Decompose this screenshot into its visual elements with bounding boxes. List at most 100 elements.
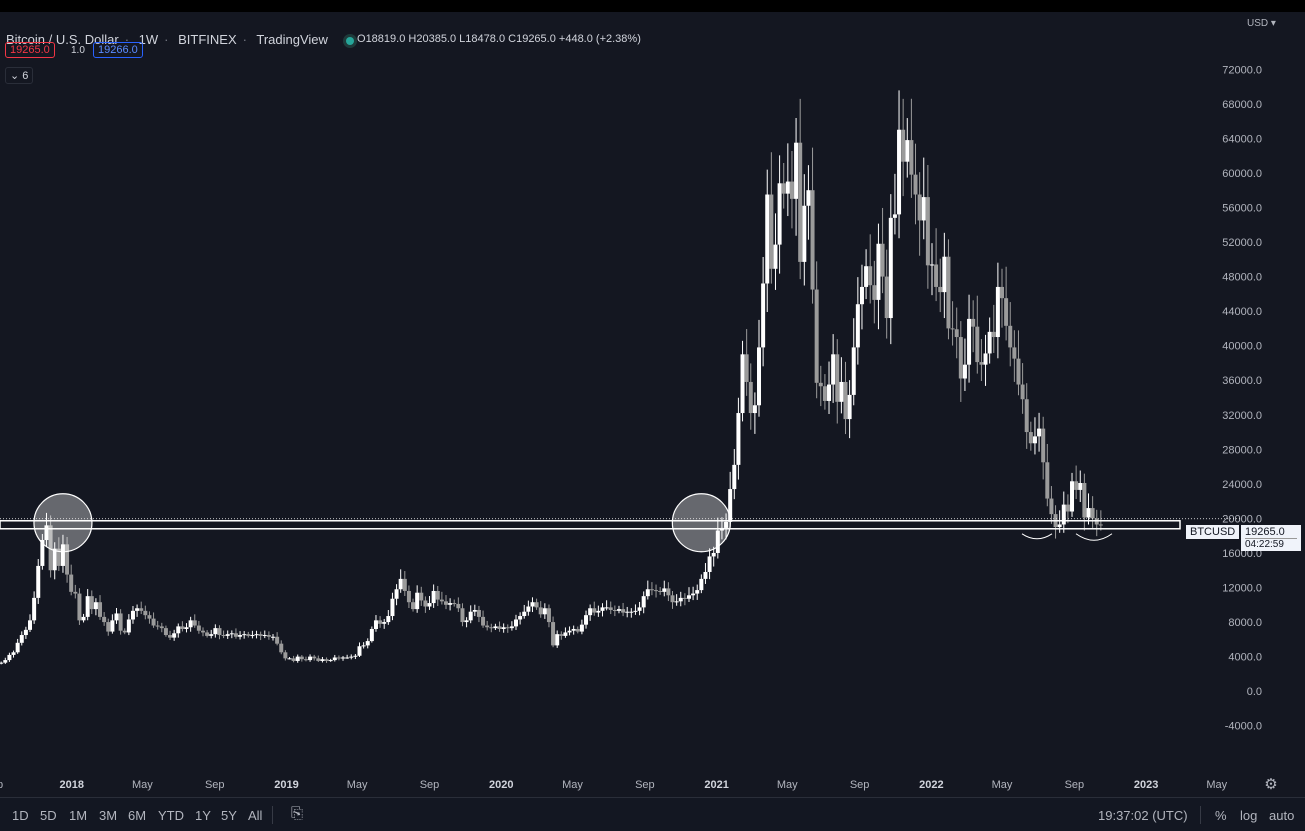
- candle-body: [872, 285, 877, 300]
- candle-body: [308, 656, 313, 661]
- range-all[interactable]: All: [248, 808, 263, 823]
- candle-body: [402, 578, 407, 591]
- range-1m[interactable]: 1M: [69, 808, 88, 823]
- candle-body: [60, 544, 65, 566]
- ticker-tag: BTCUSD: [1186, 525, 1240, 539]
- candle-body: [971, 318, 976, 327]
- candle-body: [892, 214, 897, 218]
- candle-body: [530, 602, 535, 607]
- candle-body: [303, 659, 308, 661]
- candle-body: [229, 633, 234, 635]
- candle-body: [806, 190, 811, 206]
- symbol-legend[interactable]: Bitcoin / U.S. Dollar · 1W · BITFINEX · Tra…: [6, 32, 360, 47]
- candle-body: [559, 634, 564, 636]
- candle-body: [1082, 483, 1087, 518]
- candle-body: [979, 362, 984, 365]
- candle-body: [242, 634, 247, 636]
- range-1d[interactable]: 1D: [12, 808, 29, 823]
- candle-body: [810, 190, 815, 290]
- candle-body: [431, 590, 436, 604]
- candle-body: [616, 609, 621, 611]
- candle-body: [1045, 462, 1050, 499]
- candle-body: [287, 658, 292, 660]
- candle-body: [102, 616, 107, 623]
- range-ytd[interactable]: YTD: [158, 808, 184, 823]
- candle-body: [291, 658, 296, 661]
- candle-body: [481, 616, 486, 626]
- candle-body: [983, 353, 988, 365]
- candle-body: [299, 656, 304, 660]
- currency-selector[interactable]: USD ▾: [1247, 18, 1276, 29]
- candle-body: [1020, 384, 1025, 400]
- range-5d[interactable]: 5D: [40, 808, 57, 823]
- x-tick-label: May: [992, 779, 1013, 791]
- candle-body: [262, 635, 267, 637]
- candle-body: [921, 197, 926, 221]
- candle-body: [398, 578, 403, 590]
- candle-body: [884, 276, 889, 319]
- log-toggle[interactable]: log: [1240, 808, 1258, 823]
- candle-body: [584, 615, 589, 625]
- candle-body: [785, 181, 790, 194]
- candle-body: [732, 464, 737, 490]
- candle-body: [691, 593, 696, 596]
- candle-body: [312, 656, 317, 659]
- candle-body: [188, 620, 193, 628]
- candle-body: [135, 608, 140, 611]
- candle-body: [546, 608, 551, 623]
- candle-body: [1032, 436, 1037, 444]
- range-6m[interactable]: 6M: [128, 808, 147, 823]
- candle-body: [163, 628, 168, 636]
- x-tick-label: May: [777, 779, 798, 791]
- candle-body: [423, 600, 428, 607]
- candle-body: [938, 286, 943, 293]
- candle-body: [897, 129, 902, 215]
- candle-body: [942, 256, 947, 293]
- candle-body: [880, 243, 885, 277]
- candle-body: [538, 607, 543, 615]
- candle-body: [81, 616, 86, 621]
- range-1y[interactable]: 1Y: [195, 808, 211, 823]
- candle-body: [155, 625, 160, 627]
- candle-body: [3, 660, 8, 663]
- candle-body: [645, 589, 650, 597]
- ohlc-legend: O18819.0 H20385.0 L18478.0 C19265.0 +448…: [357, 33, 641, 45]
- candle-body: [118, 613, 123, 631]
- auto-toggle[interactable]: auto: [1269, 808, 1295, 823]
- goto-date-icon[interactable]: ⎘: [291, 805, 304, 822]
- chart-area[interactable]: -4000.0 0.0 4000.0 8000.0 12000.0 16000.0 2000…: [0, 12, 1305, 797]
- indicators-toggle[interactable]: ⌄ 6: [5, 67, 34, 84]
- range-5y[interactable]: 5Y: [221, 808, 237, 823]
- candle-body: [238, 635, 243, 637]
- percent-toggle[interactable]: %: [1215, 808, 1227, 823]
- candle-body: [715, 530, 720, 553]
- candle-body: [579, 624, 584, 632]
- bid-price-box[interactable]: 19265.0: [5, 42, 55, 58]
- candle-body: [744, 354, 749, 382]
- candle-body: [271, 636, 276, 638]
- candle-body: [0, 662, 4, 664]
- candle-body: [246, 634, 251, 636]
- clock-time[interactable]: 19:37:02 (UTC): [1098, 808, 1188, 823]
- candle-body: [1012, 347, 1017, 359]
- candle-body: [1041, 428, 1046, 463]
- candle-body: [225, 634, 230, 636]
- symbol-title[interactable]: Bitcoin / U.S. Dollar: [6, 32, 119, 47]
- candle-body: [254, 634, 259, 636]
- price-chart[interactable]: -4000.00.04000.08000.012000.016000.02000…: [0, 12, 1305, 797]
- x-tick-label: Sep: [1065, 779, 1085, 791]
- candle-body: [925, 197, 930, 266]
- candle-body: [266, 635, 271, 637]
- candle-body: [110, 620, 115, 632]
- candle-body: [143, 610, 148, 616]
- candle-body: [1037, 428, 1042, 437]
- candle-body: [390, 598, 395, 617]
- ask-price-box[interactable]: 19266.0: [93, 42, 143, 58]
- interval-label[interactable]: 1W: [138, 32, 159, 47]
- range-3m[interactable]: 3M: [99, 808, 118, 823]
- candle-body: [217, 628, 222, 636]
- candle-body: [686, 595, 691, 599]
- candle-body: [1065, 504, 1070, 512]
- candle-body: [765, 194, 770, 284]
- candle-body: [28, 620, 33, 630]
